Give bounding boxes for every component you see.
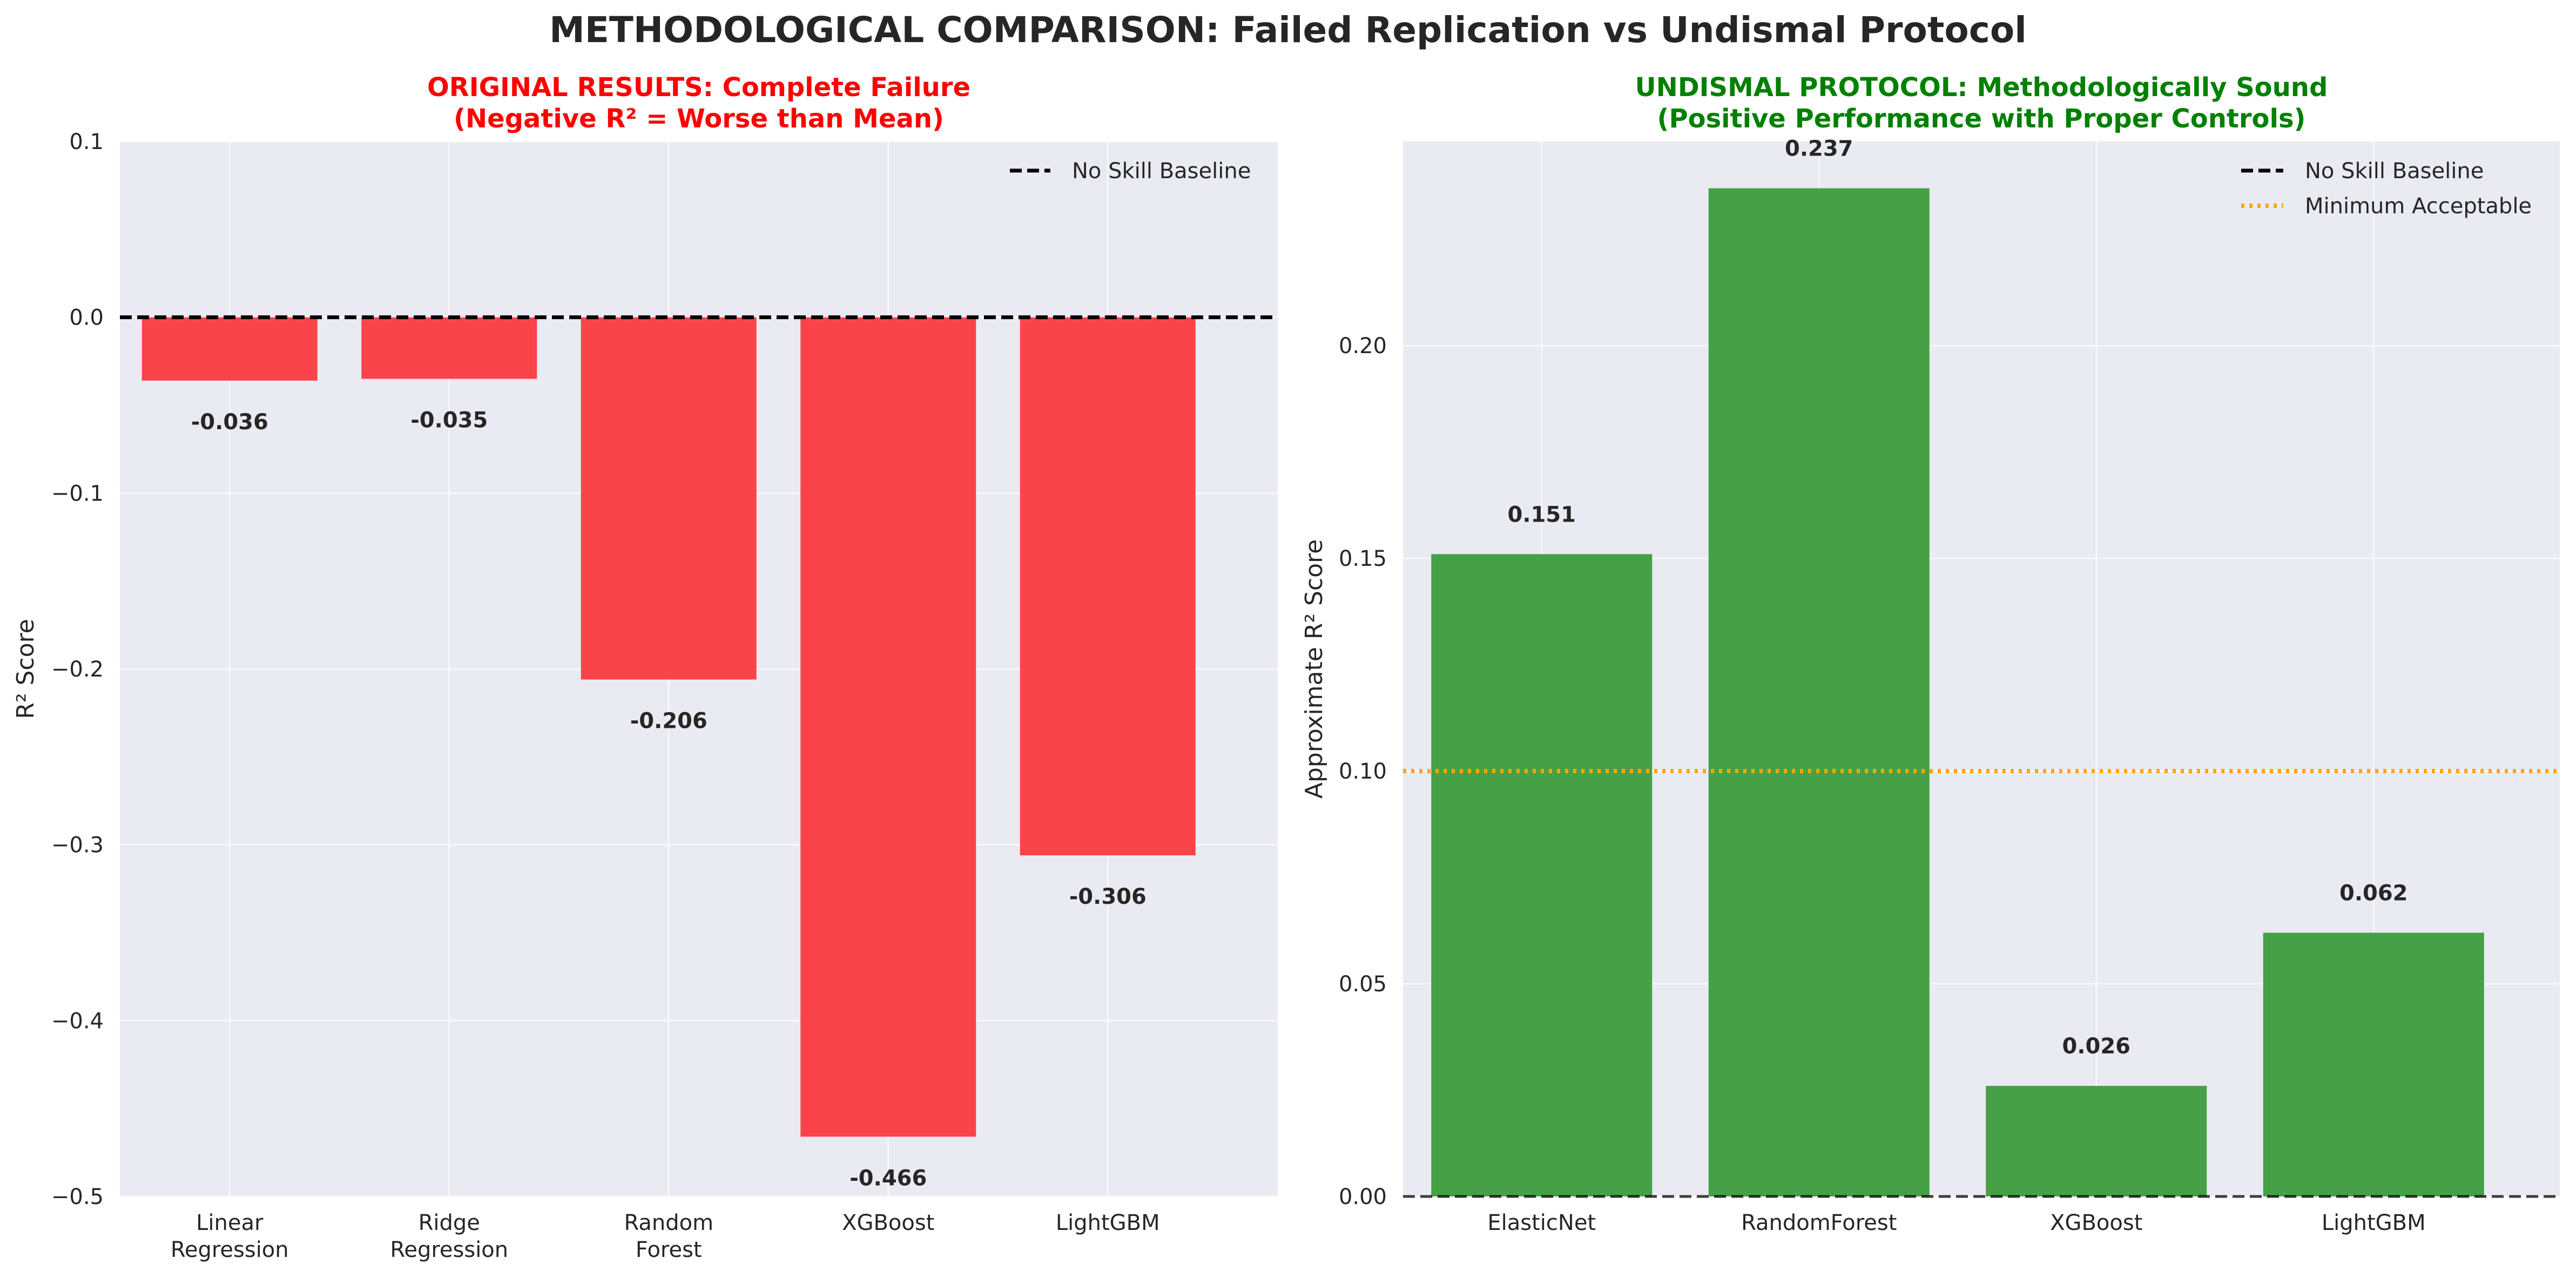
y-tick-label: −0.3 <box>51 833 104 858</box>
bar-0 <box>1431 554 1653 1196</box>
x-tick-label: RandomForest <box>1741 1211 1897 1235</box>
y-tick-label: 0.20 <box>1339 334 1387 359</box>
bar-2 <box>581 317 757 680</box>
x-tick-label: Regression <box>171 1238 289 1262</box>
panel-title-line2: (Negative R² = Worse than Mean) <box>454 104 944 134</box>
data-label: -0.306 <box>1069 884 1147 909</box>
legend-label: No Skill Baseline <box>2305 159 2484 184</box>
x-tick-label: ElasticNet <box>1487 1211 1596 1235</box>
y-tick-label: −0.5 <box>51 1185 104 1209</box>
bar-1 <box>361 317 537 379</box>
legend-label: Minimum Acceptable <box>2305 194 2532 219</box>
data-label: 0.151 <box>1507 502 1576 527</box>
bar-3 <box>2263 932 2484 1196</box>
x-tick-label: Regression <box>390 1238 508 1262</box>
data-label: 0.026 <box>2062 1034 2130 1059</box>
y-tick-label: 0.10 <box>1339 759 1387 784</box>
bar-2 <box>1986 1086 2207 1196</box>
panel-original-results: 0.1 0.0 −0.1 −0.2 −0.3 −0.4 −0.5 -0.036 -0.035 -0… <box>12 72 1278 1262</box>
y-tick-label: 0.0 <box>69 306 104 330</box>
y-tick-label: −0.1 <box>51 481 104 506</box>
bar-1 <box>1708 188 1930 1197</box>
y-tick-label: 0.1 <box>69 130 104 154</box>
y-tick-label: 0.00 <box>1339 1185 1387 1209</box>
panel-title-line1: UNDISMAL PROTOCOL: Methodologically Soun… <box>1635 72 2328 103</box>
data-label: -0.466 <box>849 1166 927 1191</box>
x-tick-label: XGBoost <box>842 1211 934 1235</box>
panel-undismal-protocol: 0.00 0.05 0.10 0.15 0.20 0.151 0.237 0.026 0.062… <box>1300 72 2560 1235</box>
data-label: 0.062 <box>2339 881 2408 906</box>
y-tick-label: −0.4 <box>51 1009 104 1033</box>
data-label: 0.237 <box>1785 137 1853 161</box>
panel-title-line1: ORIGINAL RESULTS: Complete Failure <box>427 72 970 103</box>
x-tick-label: Forest <box>636 1238 702 1262</box>
x-tick-label: LightGBM <box>2322 1211 2426 1235</box>
x-tick-label: Ridge <box>419 1211 480 1235</box>
y-tick-label: −0.2 <box>51 657 104 682</box>
legend-label: No Skill Baseline <box>1072 159 1251 184</box>
y-axis-label: Approximate R² Score <box>1300 539 1328 799</box>
y-tick-label: 0.15 <box>1339 546 1387 571</box>
x-tick-label: Linear <box>196 1211 264 1235</box>
y-tick-label: 0.05 <box>1339 972 1387 997</box>
data-label: -0.206 <box>630 709 707 734</box>
panel-title-line2: (Positive Performance with Proper Contro… <box>1657 104 2306 134</box>
data-label: -0.035 <box>410 408 488 433</box>
figure-suptitle: METHODOLOGICAL COMPARISON: Failed Replic… <box>549 9 2027 51</box>
bar-3 <box>800 317 976 1137</box>
y-axis-label: R² Score <box>12 619 39 719</box>
x-tick-label: Random <box>624 1211 713 1235</box>
x-tick-label: LightGBM <box>1056 1211 1160 1235</box>
x-tick-label: XGBoost <box>2050 1211 2142 1235</box>
data-label: -0.036 <box>191 410 268 435</box>
bar-0 <box>141 317 318 381</box>
bar-4 <box>1020 317 1196 856</box>
